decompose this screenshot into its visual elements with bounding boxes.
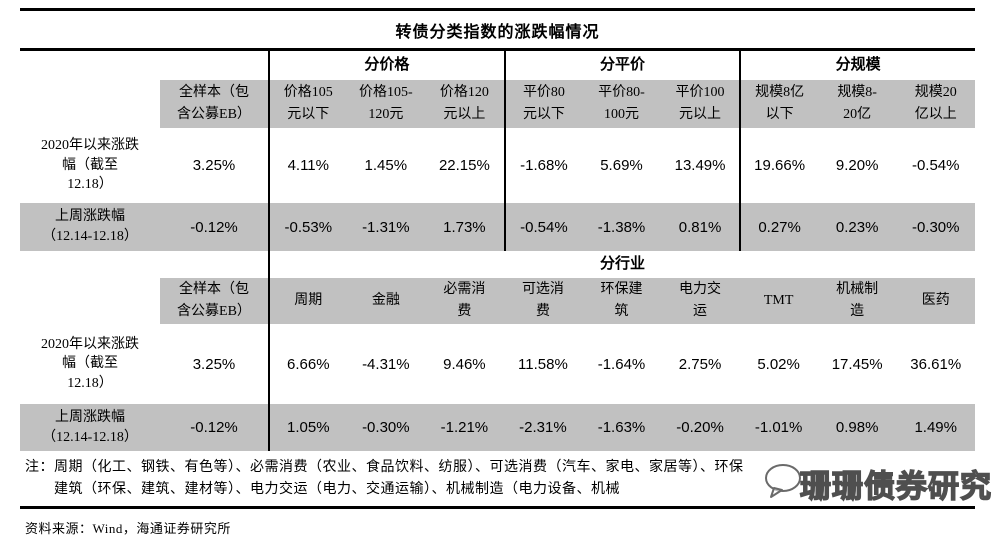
column-header: 规模8亿 以下	[739, 80, 818, 128]
table-row: 上周涨跌幅 （12.14-12.18） -0.12% 1.05% -0.30% -1.2…	[20, 404, 975, 451]
data-cell: 3.25%	[192, 157, 236, 174]
row-label-spacer	[20, 80, 160, 128]
table-row: 分价格 分平价 分规模	[20, 51, 975, 80]
column-header: 环保建 筑	[582, 278, 661, 324]
top-rule	[20, 8, 975, 11]
column-header: 金融	[346, 278, 426, 324]
table-title: 转债分类指数的涨跌幅情况	[395, 24, 600, 41]
table-row: 全样本（包 含公募EB） 周期 金融 必需消 费可选消 费环保建 筑电力交 运 TMT 机…	[20, 278, 975, 324]
row-label: 上周涨跌幅 （12.14-12.18）	[42, 409, 138, 445]
row-label: 2020年以来涨跌 幅（截至 12.18）	[41, 336, 139, 391]
data-cell: 1.45%	[364, 157, 408, 174]
data-cell: -0.12%	[190, 218, 238, 236]
report-table: 转债分类指数的涨跌幅情况 分价格 分平价 分规模 全样本（包 含公募EB） 价格105 …	[20, 8, 975, 537]
column-header: 全样本（包 含公募EB）	[160, 278, 268, 324]
column-header: 可选消 费	[503, 278, 583, 324]
column-header: 必需消 费	[425, 278, 504, 324]
data-cell: -1.64%	[597, 355, 646, 373]
table-body: 分价格 分平价 分规模 全样本（包 含公募EB） 价格105 元以下 价格105- 120…	[20, 51, 975, 451]
data-cell: -4.31%	[362, 355, 410, 373]
column-header: 平价100 元以上	[660, 80, 740, 128]
data-cell: 2.75%	[678, 355, 722, 373]
data-cell: 5.69%	[600, 157, 643, 174]
column-header: 机械制 造	[817, 278, 897, 324]
data-cell: 4.11%	[268, 128, 347, 203]
data-cell: -0.12%	[190, 419, 238, 436]
data-cell: 9.20%	[835, 157, 879, 174]
group-header: 分规模	[739, 51, 975, 80]
column-header: 全样本（包 含公募EB）	[160, 80, 268, 128]
bottom-rule	[20, 506, 975, 510]
column-header: 价格120 元以上	[425, 80, 504, 128]
row-label: 2020年以来涨跌 幅（截至 12.18）	[41, 138, 139, 193]
column-header: 医药	[896, 278, 975, 324]
column-header: TMT	[739, 278, 818, 324]
group-header: 分价格	[268, 51, 504, 80]
table-row: 分行业	[20, 251, 975, 278]
column-header: 价格105- 120元	[346, 80, 426, 128]
spacer-cell	[20, 51, 268, 80]
data-cell: 1.05%	[268, 404, 347, 451]
data-cell: 9.46%	[443, 355, 486, 373]
footnote: 注： 周期（化工、钢铁、有色等）、必需消费（农业、食品饮料、纺服）、可选消费（汽…	[20, 451, 975, 504]
data-cell: -0.54%	[911, 157, 960, 174]
data-cell: -0.20%	[676, 419, 724, 436]
spacer-cell	[20, 251, 268, 278]
data-cell: -0.30%	[362, 419, 410, 436]
column-header: 平价80- 100元	[582, 80, 661, 128]
column-header: 规模20 亿以上	[896, 80, 975, 128]
data-source: 资料来源：Wind，海通证券研究所	[25, 521, 231, 537]
data-cell: 3.25%	[192, 355, 236, 373]
group-header: 分行业	[268, 251, 975, 278]
data-cell: 13.49%	[674, 157, 726, 174]
table-row: 2020年以来涨跌 幅（截至 12.18） 3.25% 4.11% 1.45% 22.1…	[20, 128, 975, 203]
data-cell: -1.31%	[362, 218, 410, 236]
data-cell: 36.61%	[910, 355, 962, 373]
table-row: 全样本（包 含公募EB） 价格105 元以下 价格105- 120元 价格120 元以…	[20, 80, 975, 128]
group-header: 分平价	[503, 51, 740, 80]
title-rule	[20, 48, 975, 51]
data-cell: 19.66%	[739, 128, 818, 203]
column-header: 平价80 元以下	[503, 80, 583, 128]
data-cell: 6.66%	[268, 324, 347, 404]
data-cell: 0.98%	[835, 419, 879, 436]
data-cell: -1.63%	[597, 419, 646, 436]
data-cell: -0.54%	[503, 203, 583, 251]
row-label-spacer	[20, 278, 160, 324]
data-cell: 1.73%	[443, 218, 486, 236]
data-cell: 0.81%	[678, 218, 722, 236]
column-header: 周期	[268, 278, 347, 324]
table-row: 2020年以来涨跌 幅（截至 12.18） 3.25% 6.66% -4.31% 9.4…	[20, 324, 975, 404]
footnote-text: 周期（化工、钢铁、有色等）、必需消费（农业、食品饮料、纺服）、可选消费（汽车、家…	[54, 460, 744, 497]
row-label: 上周涨跌幅 （12.14-12.18）	[42, 209, 138, 244]
data-cell: 1.49%	[914, 419, 957, 436]
column-header: 规模8- 20亿	[817, 80, 897, 128]
data-cell: 5.02%	[757, 355, 800, 373]
data-cell: 11.58%	[518, 355, 568, 373]
data-cell: -0.30%	[911, 218, 960, 236]
data-cell: 17.45%	[831, 355, 883, 373]
data-cell: -0.53%	[268, 203, 347, 251]
data-cell: -1.21%	[440, 419, 489, 436]
data-cell: 0.27%	[739, 203, 818, 251]
footnote-prefix: 注：	[25, 460, 54, 475]
column-header: 价格105 元以下	[268, 80, 347, 128]
column-header: 电力交 运	[660, 278, 740, 324]
table-row: 上周涨跌幅 （12.14-12.18） -0.12% -0.53% -1.31% 1.7…	[20, 203, 975, 251]
data-cell: -2.31%	[519, 419, 567, 436]
data-cell: -1.38%	[597, 218, 646, 236]
data-cell: 22.15%	[438, 157, 490, 174]
data-cell: 0.23%	[835, 218, 879, 236]
data-cell: -1.01%	[754, 419, 803, 436]
data-cell: -1.68%	[503, 128, 583, 203]
